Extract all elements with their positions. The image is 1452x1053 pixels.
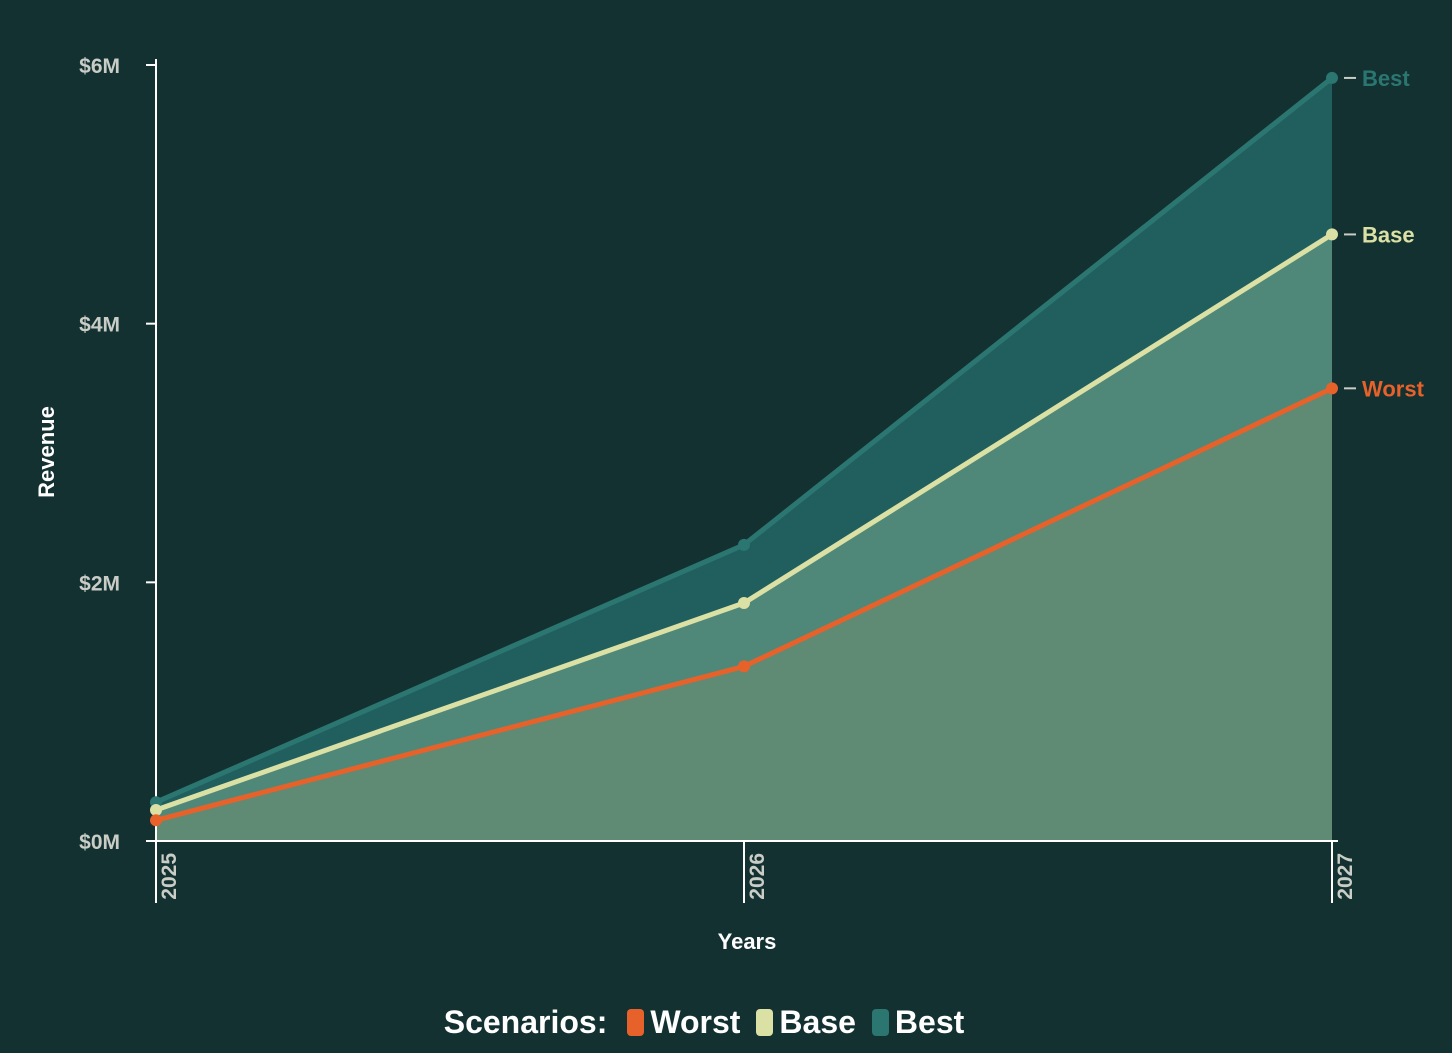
end-label-best: Best <box>1362 66 1410 91</box>
y-tick-label: $6M <box>79 55 120 78</box>
x-tick-label: 2025 <box>158 853 181 900</box>
y-tick-label: $0M <box>79 831 120 854</box>
legend-item-best: Best <box>871 1004 965 1041</box>
legend: Scenarios: Worst Base Best <box>0 1004 1416 1041</box>
legend-label-base: Base <box>779 1004 856 1040</box>
end-label-base: Base <box>1362 222 1415 247</box>
end-label-worst: Worst <box>1362 376 1425 401</box>
point-base <box>738 597 750 610</box>
x-tick-label: 2027 <box>1334 853 1357 900</box>
legend-item-worst: Worst <box>627 1004 740 1041</box>
legend-swatch-base <box>756 1009 774 1036</box>
y-tick-label: $2M <box>79 572 120 595</box>
legend-label-best: Best <box>894 1004 965 1040</box>
axes: $0M $2M $4M $6M 2025 2026 2027 <box>79 55 1357 903</box>
legend-label-worst: Worst <box>650 1004 741 1040</box>
y-axis-title: Revenue <box>34 406 59 498</box>
legend-title: Scenarios: <box>443 1004 608 1040</box>
x-tick-label: 2026 <box>746 853 769 900</box>
point-worst <box>1326 382 1338 395</box>
legend-swatch-best <box>871 1009 889 1036</box>
legend-swatch-worst <box>627 1009 645 1036</box>
point-layer <box>150 71 1338 827</box>
series-end-labels: Worst Base Best <box>1344 66 1425 401</box>
area-worst <box>156 388 1332 841</box>
point-worst <box>150 814 162 827</box>
x-axis-title: Years <box>718 929 777 954</box>
point-best <box>738 538 750 551</box>
point-worst <box>738 660 750 673</box>
y-tick-label: $4M <box>79 314 120 337</box>
area-layer <box>156 77 1332 842</box>
legend-item-base: Base <box>756 1004 856 1041</box>
point-base <box>150 803 162 816</box>
point-best <box>1326 71 1338 84</box>
point-base <box>1326 228 1338 241</box>
